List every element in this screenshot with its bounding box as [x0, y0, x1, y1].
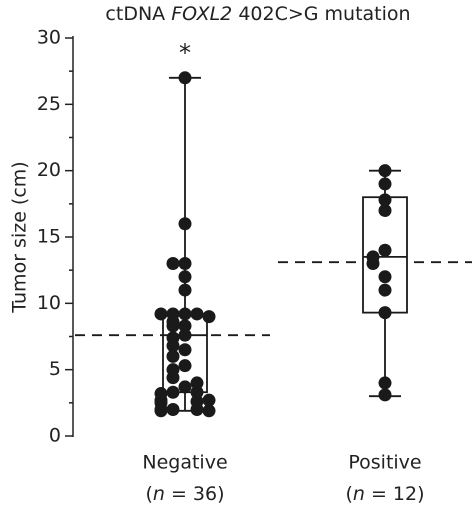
- y-tick-label: 30: [37, 27, 61, 49]
- data-point: [166, 385, 180, 399]
- note-part: = 36): [165, 483, 225, 505]
- data-point: [178, 270, 192, 284]
- y-tick-label: 0: [49, 425, 61, 447]
- x-tick-label: Negative: [142, 452, 227, 474]
- data-point: [166, 315, 180, 329]
- data-point: [378, 193, 392, 207]
- data-point: [178, 283, 192, 297]
- data-point: [378, 283, 392, 297]
- data-point: [166, 371, 180, 385]
- note-part: (: [345, 483, 352, 505]
- y-tick-label: 5: [49, 358, 61, 380]
- data-point: [166, 257, 180, 271]
- data-point: [178, 217, 192, 231]
- data-point: [154, 307, 168, 321]
- data-point: [154, 404, 168, 418]
- data-point: [202, 310, 216, 324]
- data-point: [378, 306, 392, 320]
- data-point: [178, 359, 192, 373]
- note-part: n: [353, 483, 365, 505]
- data-point: [378, 164, 392, 178]
- data-point: [378, 177, 392, 191]
- y-tick-label: 25: [37, 93, 61, 115]
- x-tick-note: (n = 12): [345, 483, 424, 505]
- data-point: [202, 404, 216, 418]
- y-tick-label: 20: [37, 159, 61, 181]
- y-tick-label: 15: [37, 226, 61, 248]
- chart-title: ctDNA FOXL2 402C>G mutation: [105, 3, 410, 25]
- data-point: [190, 376, 204, 390]
- data-point: [166, 339, 180, 353]
- data-point: [178, 307, 192, 321]
- data-point: [378, 376, 392, 390]
- y-axis-label: Tumor size (cm): [9, 161, 31, 313]
- data-point: [190, 385, 204, 399]
- note-part: n: [153, 483, 165, 505]
- data-point: [166, 349, 180, 363]
- data-point: [178, 71, 192, 85]
- data-point: [178, 328, 192, 342]
- data-point: [178, 380, 192, 394]
- data-point: [378, 203, 392, 217]
- data-point: [378, 270, 392, 284]
- data-point: [166, 402, 180, 416]
- annotation: *: [179, 39, 191, 67]
- data-point: [178, 343, 192, 357]
- data-point: [178, 257, 192, 271]
- data-point: [178, 319, 192, 333]
- data-point: [190, 402, 204, 416]
- data-point: [190, 307, 204, 321]
- data-point: [378, 388, 392, 402]
- data-point: [378, 243, 392, 257]
- x-tick-label: Positive: [348, 452, 421, 474]
- x-tick-note: (n = 36): [145, 483, 224, 505]
- data-point: [366, 257, 380, 271]
- note-part: = 12): [365, 483, 425, 505]
- y-tick-label: 10: [37, 292, 61, 314]
- data-point: [202, 393, 216, 407]
- note-part: (: [145, 483, 152, 505]
